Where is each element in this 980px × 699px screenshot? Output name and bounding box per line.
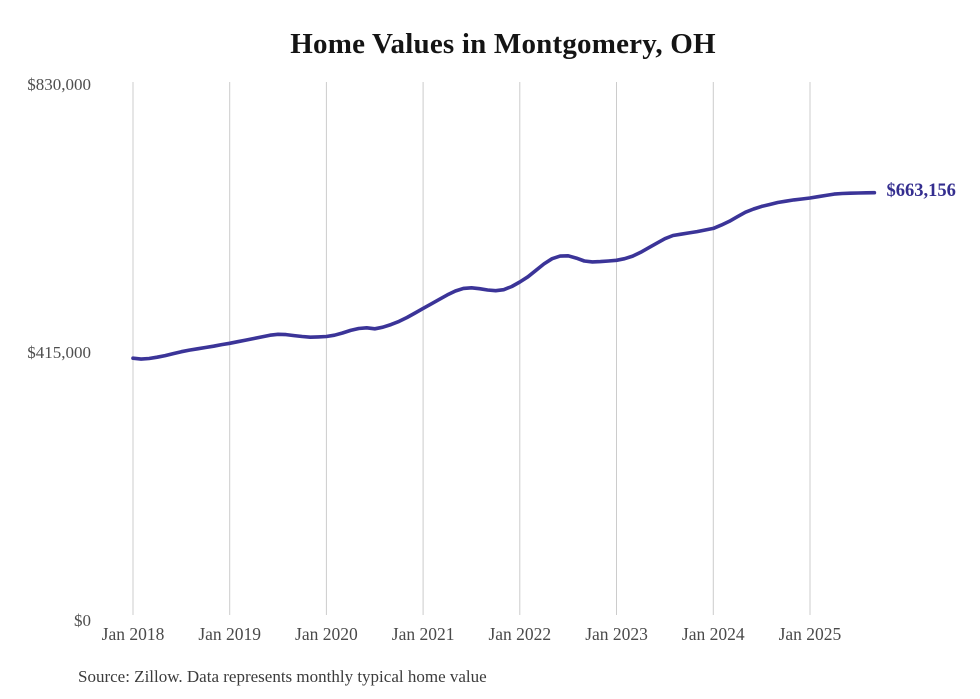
x-tick-label: Jan 2025 (778, 624, 842, 644)
home-value-line (131, 190, 877, 361)
source-note: Source: Zillow. Data represents monthly … (78, 667, 487, 686)
y-tick-label: $0 (74, 611, 91, 630)
x-tick-label: Jan 2018 (101, 624, 165, 644)
x-tick-label: Jan 2021 (391, 624, 455, 644)
vertical-gridlines (132, 82, 811, 615)
x-tick-label: Jan 2020 (295, 624, 358, 644)
x-tick-label: Jan 2019 (198, 624, 262, 644)
chart-title: Home Values in Montgomery, OH (290, 28, 716, 60)
y-tick-label: $415,000 (27, 343, 91, 362)
x-tick-label: Jan 2024 (681, 624, 745, 644)
x-tick-label: Jan 2022 (488, 624, 552, 644)
latest-value-label: $663,156 (886, 180, 956, 201)
x-tick-label: Jan 2023 (585, 624, 648, 644)
y-tick-label: $830,000 (27, 75, 91, 94)
